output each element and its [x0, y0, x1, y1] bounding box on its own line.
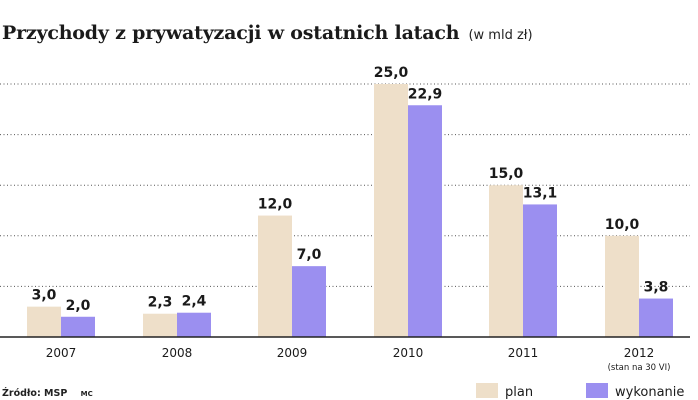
- legend-swatch-plan: [476, 383, 498, 398]
- x-tick-label: 2010: [393, 346, 424, 360]
- data-label-wykonanie-2009: 7,0: [297, 247, 322, 263]
- legend-label-wykonanie: wykonanie: [615, 385, 684, 400]
- legend-swatch-wykonanie: [586, 383, 608, 398]
- legend-label-plan: plan: [505, 385, 533, 400]
- x-tick-label: 2012: [624, 346, 655, 360]
- bar-plan-2012: [605, 235, 639, 337]
- chart-footer: Źródło: MSP MC: [2, 388, 93, 399]
- bar-plan-2011: [489, 185, 523, 337]
- data-label-wykonanie-2008: 2,4: [182, 294, 207, 310]
- bar-wykonanie-2007: [61, 316, 95, 337]
- bar-wykonanie-2008: [177, 312, 211, 337]
- chart-title: Przychody z prywatyzacji w ostatnich lat…: [2, 22, 460, 44]
- bar-plan-2010: [374, 84, 408, 337]
- bar-wykonanie-2010: [408, 105, 442, 337]
- chart-subtitle: (w mld zł): [468, 28, 533, 43]
- data-label-plan-2009: 12,0: [258, 197, 293, 213]
- x-tick-label: 2009: [277, 346, 308, 360]
- bar-wykonanie-2009: [292, 266, 326, 337]
- x-tick-label: 2007: [46, 346, 77, 360]
- data-label-wykonanie-2007: 2,0: [66, 298, 91, 314]
- data-label-plan-2011: 15,0: [489, 166, 524, 182]
- data-label-plan-2010: 25,0: [374, 65, 409, 81]
- data-label-wykonanie-2011: 13,1: [523, 185, 558, 201]
- x-tick-label: 2011: [508, 346, 539, 360]
- chart-title-row: Przychody z prywatyzacji w ostatnich lat…: [2, 22, 533, 44]
- data-label-plan-2007: 3,0: [32, 288, 57, 304]
- x-tick-label: 2008: [162, 346, 193, 360]
- data-label-plan-2012: 10,0: [605, 217, 640, 233]
- source-note: Źródło: MSP: [2, 388, 68, 399]
- bar-plan-2009: [258, 215, 292, 337]
- bar-wykonanie-2012: [639, 298, 673, 337]
- data-label-wykonanie-2012: 3,8: [644, 280, 669, 296]
- data-label-wykonanie-2010: 22,9: [408, 86, 443, 102]
- bar-plan-2007: [27, 306, 61, 337]
- x-tick-note: (stan na 30 VI): [608, 363, 671, 373]
- data-label-plan-2008: 2,3: [148, 295, 173, 311]
- bar-wykonanie-2011: [523, 204, 557, 337]
- bar-plan-2008: [143, 313, 177, 337]
- author-credit: MC: [80, 390, 93, 398]
